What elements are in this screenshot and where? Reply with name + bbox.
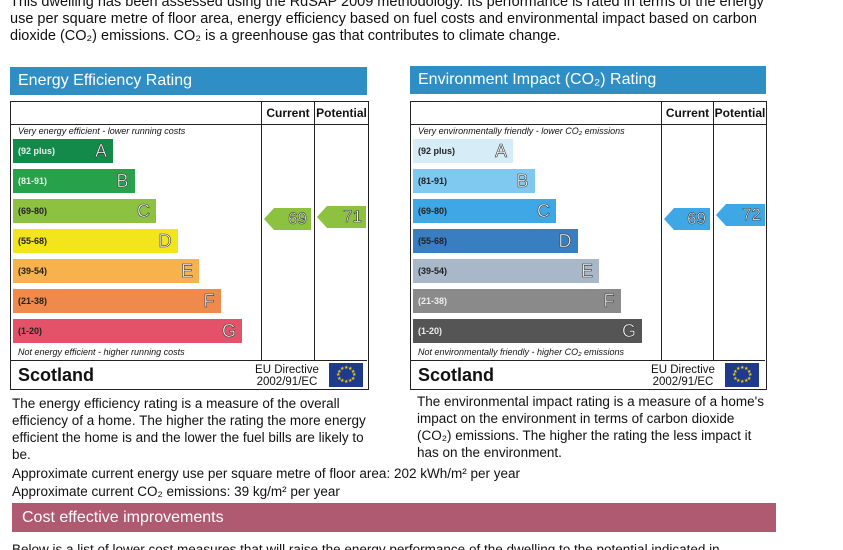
energy-band-d: (55-68) D <box>13 229 178 253</box>
energy-band-b: (81-91) B <box>13 169 135 193</box>
environment-band-letter: A <box>494 141 508 162</box>
energy-band-range: (69-80) <box>18 206 48 216</box>
environment-band-range: (92 plus) <box>418 146 456 156</box>
approx-energy-use: Approximate current energy use per squar… <box>12 466 520 481</box>
energy-col-potential: Potential <box>316 106 367 120</box>
energy-band-letter: E <box>180 261 194 282</box>
environment-band-b: (81-91) B <box>413 169 535 193</box>
energy-band-e: (39-54) E <box>13 259 199 283</box>
environment-footer-eu: EU Directive 2002/91/EC <box>651 364 715 388</box>
energy-band-letter: A <box>94 141 108 162</box>
energy-band-range: (21-38) <box>18 296 48 306</box>
environment-band-letter: C <box>537 201 551 222</box>
environment-band-range: (55-68) <box>418 236 448 246</box>
energy-band-a: (92 plus) A <box>13 139 113 163</box>
environment-band-range: (81-91) <box>418 176 448 186</box>
environment-band-range: (39-54) <box>418 266 448 276</box>
environment-band-c: (69-80) C <box>413 199 556 223</box>
energy-rating-chart: Current Potential Very energy efficient … <box>10 101 369 390</box>
energy-footer-country: Scotland <box>18 365 95 385</box>
energy-band-range: (92 plus) <box>18 146 56 156</box>
energy-band-c: (69-80) C <box>13 199 156 223</box>
environment-rating-header: Environment Impact (CO₂) Rating <box>410 66 766 94</box>
environment-band-d: (55-68) D <box>413 229 578 253</box>
improvements-intro-text: Below is a list of lower cost measures t… <box>12 542 720 550</box>
environment-rating-chart: Current Potential Very environmentally f… <box>410 101 767 390</box>
energy-footer-eu: EU Directive 2002/91/EC <box>255 364 319 388</box>
energy-band-letter: F <box>203 291 215 312</box>
energy-band-g: (1-20) G <box>13 319 242 343</box>
environment-current-rating: 69 <box>664 208 710 230</box>
environment-footer-country: Scotland <box>418 365 495 385</box>
environment-top-note: Very environmentally friendly - lower CO… <box>418 126 625 136</box>
environment-bottom-note: Not environmentally friendly - higher CO… <box>418 347 625 357</box>
improvements-header: Cost effective improvements <box>12 503 776 532</box>
environment-description: The environmental impact rating is a mea… <box>417 394 764 460</box>
environment-band-letter: E <box>580 261 594 282</box>
environment-band-letter: G <box>621 321 637 342</box>
energy-band-letter: G <box>221 321 237 342</box>
energy-band-f: (21-38) F <box>13 289 221 313</box>
environment-band-g: (1-20) G <box>413 319 642 343</box>
environment-col-current: Current <box>665 106 710 120</box>
environment-band-range: (21-38) <box>418 296 448 306</box>
environment-potential-rating: 72 <box>716 204 765 226</box>
energy-band-letter: C <box>137 201 151 222</box>
approx-co2-emissions: Approximate current CO₂ emissions: 39 kg… <box>12 484 340 499</box>
environment-col-potential: Potential <box>714 106 766 120</box>
environment-band-f: (21-38) F <box>413 289 621 313</box>
environment-band-range: (69-80) <box>418 206 448 216</box>
energy-top-note: Very energy efficient - lower running co… <box>18 126 186 136</box>
energy-col-current: Current <box>266 106 310 120</box>
environment-band-letter: F <box>603 291 615 312</box>
environment-band-letter: B <box>516 171 529 192</box>
environment-band-e: (39-54) E <box>413 259 599 283</box>
energy-band-range: (39-54) <box>18 266 48 276</box>
environment-band-range: (1-20) <box>418 326 443 336</box>
environment-band-a: (92 plus) A <box>413 139 513 163</box>
energy-band-letter: D <box>158 231 172 252</box>
eu-flag-icon: ★ ★ ★ ★ ★ ★ ★ ★ ★ ★ ★ ★ <box>329 363 363 387</box>
energy-band-range: (55-68) <box>18 236 48 246</box>
intro-text: This dwelling has been assessed using th… <box>10 0 764 44</box>
energy-current-rating: 69 <box>264 208 311 230</box>
eu-flag-icon: ★ ★ ★ ★ ★ ★ ★ ★ ★ ★ ★ ★ <box>725 363 759 387</box>
energy-band-letter: B <box>116 171 129 192</box>
energy-potential-rating: 71 <box>317 206 366 228</box>
energy-band-range: (81-91) <box>18 176 48 186</box>
energy-rating-header: Energy Efficiency Rating <box>10 67 367 95</box>
energy-description: The energy efficiency rating is a measur… <box>12 396 366 462</box>
energy-band-range: (1-20) <box>18 326 43 336</box>
energy-bottom-note: Not energy efficient - higher running co… <box>18 347 185 357</box>
environment-band-letter: D <box>558 231 572 252</box>
